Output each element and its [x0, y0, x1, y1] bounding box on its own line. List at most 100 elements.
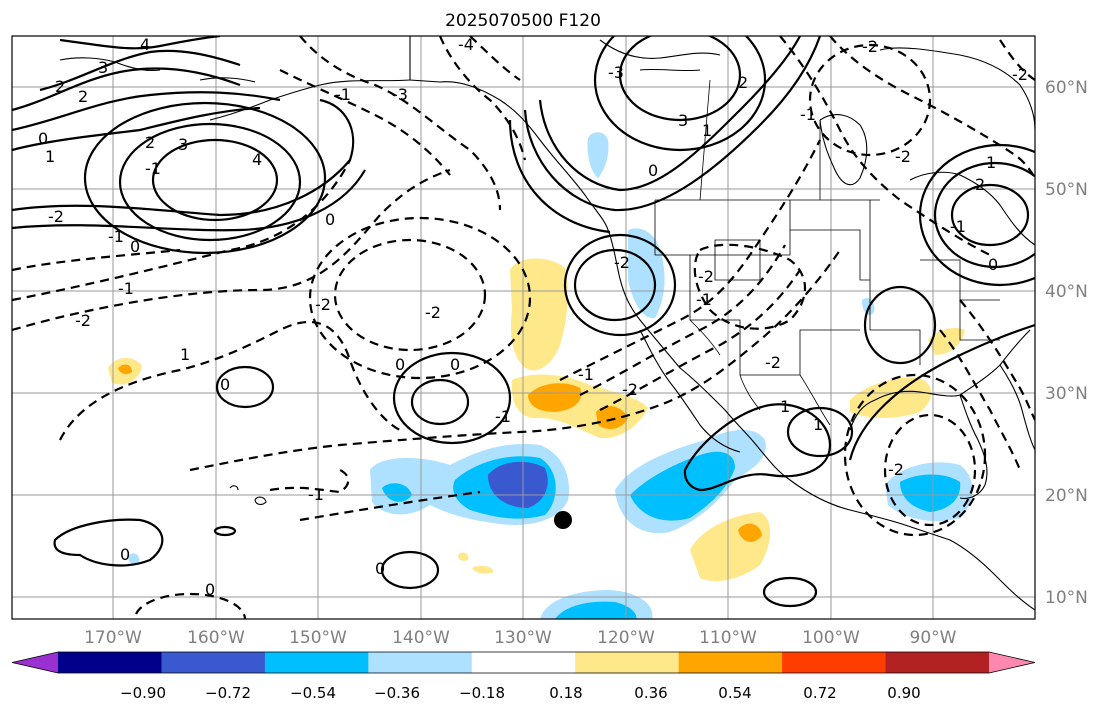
- contour-label: 2: [738, 73, 748, 92]
- contour-label: -1: [335, 85, 351, 104]
- contour-positive: [12, 98, 355, 217]
- contour-label: -2: [48, 207, 64, 226]
- contour-negative: [843, 373, 987, 537]
- contour-label: -3: [608, 63, 624, 82]
- colorbar-ticks: −0.90 −0.72 −0.54 −0.36 −0.18 0.18 0.36 …: [120, 684, 921, 702]
- contour-positive: [12, 169, 366, 232]
- contour-label: -2: [698, 267, 714, 286]
- contour-label: -2: [75, 311, 91, 330]
- contour-label: -4: [458, 35, 474, 54]
- colorbar: [11, 651, 1036, 674]
- contour-label: 0: [38, 129, 48, 148]
- colorbar-segment: [678, 652, 783, 673]
- contour-label: -2: [862, 37, 878, 56]
- colorbar-outline: [11, 651, 1036, 674]
- colorbar-tick-label: 0.36: [634, 684, 667, 702]
- colorbar-tick-label: 0.90: [887, 684, 920, 702]
- contour-negative: [469, 36, 521, 81]
- lat-label: 50°N: [1045, 180, 1088, 200]
- contour-positive: [12, 67, 241, 112]
- contour-positive: [410, 378, 470, 426]
- lat-label: 30°N: [1045, 384, 1088, 404]
- lon-label: 90°W: [910, 628, 957, 648]
- contour-positive: [848, 323, 1035, 461]
- contour-label: -1: [950, 217, 966, 236]
- shade-negative-mid-1: [382, 483, 412, 502]
- contour-negative: [59, 320, 401, 441]
- contour-label: -1: [578, 365, 594, 384]
- contour-label: 1: [180, 345, 190, 364]
- contour-label: -2: [425, 303, 441, 322]
- contour-negative: [829, 36, 1035, 179]
- contour-label: 0: [395, 355, 405, 374]
- colorbar-segment: [368, 652, 473, 673]
- shade-positive-light-7: [472, 565, 494, 574]
- shade-positive-light-1: [510, 258, 568, 371]
- contour-positive: [933, 161, 1035, 269]
- colorbar-tick-label: −0.36: [374, 684, 420, 702]
- contour-positive: [786, 406, 854, 458]
- contour-positive: [151, 138, 279, 222]
- lon-label: 140°W: [392, 628, 450, 648]
- contour-label: -2: [614, 253, 630, 272]
- contour-negative: [12, 248, 181, 272]
- contour-label: 0: [375, 559, 385, 578]
- contour-positive: [523, 36, 822, 212]
- shade-positive-mid-4: [118, 364, 132, 375]
- contour-label: -1: [145, 159, 161, 178]
- contour-label: 0: [220, 375, 230, 394]
- contour-negative: [333, 238, 487, 352]
- contour-label: 0: [325, 210, 335, 229]
- contour-label: 0: [130, 237, 140, 256]
- contour-positive: [863, 285, 937, 365]
- shade-negative-light-6: [628, 228, 665, 319]
- contour-label: 4: [140, 35, 150, 54]
- contour-positive: [12, 91, 281, 132]
- colorbar-tick-label: −0.90: [120, 684, 166, 702]
- contour-positive: [593, 36, 767, 152]
- contour-label: 4: [252, 150, 262, 169]
- contour-negative: [269, 469, 350, 494]
- storm-position-marker: [554, 511, 572, 529]
- contour-negative: [999, 39, 1035, 81]
- colorbar-segment: [161, 652, 266, 673]
- contour-label: 2: [55, 77, 65, 96]
- contour-negative: [579, 244, 786, 396]
- contour-positive: [213, 525, 237, 537]
- contour-positive: [538, 36, 801, 192]
- shade-negative-light-5: [587, 132, 609, 178]
- contour-lines: [12, 36, 1035, 619]
- contour-label: 3: [178, 135, 188, 154]
- colorbar-segment: [264, 652, 369, 673]
- contour-label: -2: [765, 353, 781, 372]
- lon-label: 100°W: [802, 628, 860, 648]
- shade-negative-dark-1: [488, 461, 548, 508]
- contour-label: -2: [895, 147, 911, 166]
- contour-label: 1: [813, 415, 823, 434]
- contour-positive: [508, 119, 611, 234]
- contour-positive: [950, 183, 1030, 247]
- contour-positive: [392, 351, 512, 445]
- shade-positive-mid-2: [596, 406, 628, 430]
- lon-label: 130°W: [494, 628, 552, 648]
- contour-label: -2: [622, 380, 638, 399]
- colorbar-segment: [58, 652, 162, 673]
- lat-label: 20°N: [1045, 486, 1088, 506]
- political-borders: [654, 79, 1000, 426]
- contour-label: 2: [145, 133, 155, 152]
- lat-label: 10°N: [1045, 588, 1088, 608]
- contour-positive: [215, 365, 275, 409]
- contour-positive: [563, 233, 677, 337]
- lon-label: 170°W: [84, 628, 142, 648]
- contour-label: 1: [986, 153, 996, 172]
- contour-label: -1: [108, 227, 124, 246]
- shade-negative-light-8: [128, 553, 140, 565]
- map-frame: [11, 35, 1036, 620]
- colorbar-tick-label: 0.54: [718, 684, 751, 702]
- contour-negative: [308, 216, 532, 380]
- contour-label: 0: [120, 545, 130, 564]
- contour-label: -1: [118, 279, 134, 298]
- colorbar-tick-label: 0.72: [803, 684, 836, 702]
- contour-positive: [573, 248, 657, 322]
- shade-negative-mid-4: [900, 474, 961, 512]
